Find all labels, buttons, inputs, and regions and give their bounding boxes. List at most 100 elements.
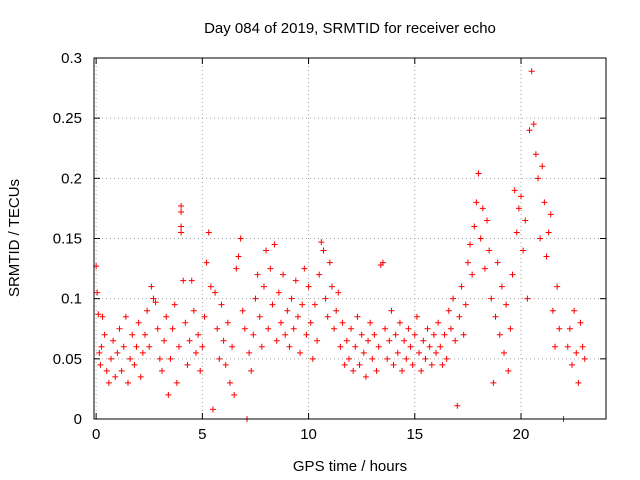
data-point bbox=[158, 367, 165, 374]
data-point bbox=[129, 331, 136, 338]
data-point bbox=[328, 283, 335, 290]
data-point bbox=[222, 361, 229, 368]
data-point bbox=[581, 355, 588, 362]
data-point bbox=[226, 379, 233, 386]
data-point bbox=[452, 337, 459, 344]
data-point bbox=[97, 361, 104, 368]
data-point bbox=[311, 301, 318, 308]
data-point bbox=[365, 337, 372, 344]
data-point bbox=[305, 283, 312, 290]
data-point bbox=[165, 391, 172, 398]
data-point bbox=[369, 355, 376, 362]
y-tick-label: 0.25 bbox=[53, 110, 82, 127]
data-point bbox=[547, 211, 554, 218]
data-point bbox=[416, 349, 423, 356]
data-point bbox=[98, 343, 105, 350]
data-point bbox=[447, 325, 454, 332]
data-point bbox=[401, 337, 408, 344]
data-point bbox=[235, 253, 242, 260]
data-point bbox=[413, 313, 420, 320]
x-tick-label: 5 bbox=[198, 426, 206, 443]
data-point bbox=[396, 319, 403, 326]
x-tick-label: 0 bbox=[92, 426, 100, 443]
data-point bbox=[524, 295, 531, 302]
data-point bbox=[175, 343, 182, 350]
data-point bbox=[190, 307, 197, 314]
data-point bbox=[258, 343, 265, 350]
data-point bbox=[269, 301, 276, 308]
data-point bbox=[120, 343, 127, 350]
data-point bbox=[246, 349, 253, 356]
data-point bbox=[467, 241, 474, 248]
data-point bbox=[518, 193, 525, 200]
data-point bbox=[456, 313, 463, 320]
data-point bbox=[148, 283, 155, 290]
data-point bbox=[256, 313, 263, 320]
data-point bbox=[579, 343, 586, 350]
data-point bbox=[122, 313, 129, 320]
y-axis-label: SRMTID / TECUs bbox=[6, 179, 23, 297]
data-point bbox=[265, 325, 272, 332]
data-point bbox=[178, 223, 185, 230]
data-point bbox=[186, 337, 193, 344]
data-point bbox=[564, 343, 571, 350]
data-point bbox=[348, 325, 355, 332]
data-point bbox=[481, 265, 488, 272]
data-point bbox=[477, 235, 484, 242]
data-point bbox=[252, 295, 259, 302]
data-point bbox=[426, 343, 433, 350]
data-point bbox=[284, 307, 291, 314]
data-point bbox=[203, 259, 210, 266]
data-point bbox=[543, 253, 550, 260]
data-point bbox=[428, 361, 435, 368]
data-point bbox=[224, 319, 231, 326]
data-point bbox=[379, 259, 386, 266]
y-tick-label: 0 bbox=[74, 411, 82, 428]
data-point bbox=[577, 319, 584, 326]
data-point bbox=[105, 379, 112, 386]
data-point bbox=[462, 301, 469, 308]
data-point bbox=[541, 199, 548, 206]
data-point bbox=[137, 373, 144, 380]
data-point bbox=[526, 127, 533, 134]
data-point bbox=[107, 355, 114, 362]
data-point bbox=[373, 367, 380, 374]
data-point bbox=[437, 343, 444, 350]
data-point bbox=[118, 367, 125, 374]
data-point bbox=[286, 343, 293, 350]
data-point bbox=[163, 313, 170, 320]
x-tick-labels: 0 5 10 15 20 bbox=[92, 426, 529, 443]
data-point bbox=[201, 313, 208, 320]
data-point bbox=[277, 319, 284, 326]
data-point bbox=[554, 283, 561, 290]
data-point bbox=[135, 319, 142, 326]
data-point bbox=[182, 319, 189, 326]
data-point bbox=[169, 325, 176, 332]
data-point bbox=[354, 313, 361, 320]
data-point bbox=[469, 271, 476, 278]
data-points bbox=[93, 68, 588, 422]
data-point bbox=[294, 313, 301, 320]
data-point bbox=[322, 295, 329, 302]
data-point bbox=[178, 229, 185, 236]
data-point bbox=[339, 319, 346, 326]
data-point bbox=[403, 355, 410, 362]
data-point bbox=[501, 349, 508, 356]
data-point bbox=[575, 379, 582, 386]
data-point bbox=[496, 331, 503, 338]
axis-ticks bbox=[94, 57, 606, 420]
data-point bbox=[205, 229, 212, 236]
data-point bbox=[528, 68, 535, 75]
data-point bbox=[382, 325, 389, 332]
y-tick-label: 0.3 bbox=[61, 50, 82, 67]
data-point bbox=[520, 247, 527, 254]
data-point bbox=[552, 343, 559, 350]
data-point bbox=[509, 271, 516, 278]
data-point bbox=[535, 175, 542, 182]
data-point bbox=[220, 337, 227, 344]
data-point bbox=[112, 373, 119, 380]
data-point bbox=[131, 361, 138, 368]
y-tick-label: 0.15 bbox=[53, 231, 82, 248]
data-point bbox=[267, 265, 274, 272]
